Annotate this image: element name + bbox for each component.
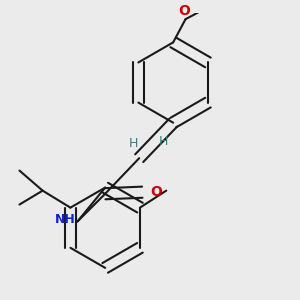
Text: NH: NH xyxy=(55,214,76,226)
Text: O: O xyxy=(178,4,190,18)
Text: O: O xyxy=(150,185,162,199)
Text: H: H xyxy=(128,137,138,151)
Text: H: H xyxy=(159,135,169,148)
